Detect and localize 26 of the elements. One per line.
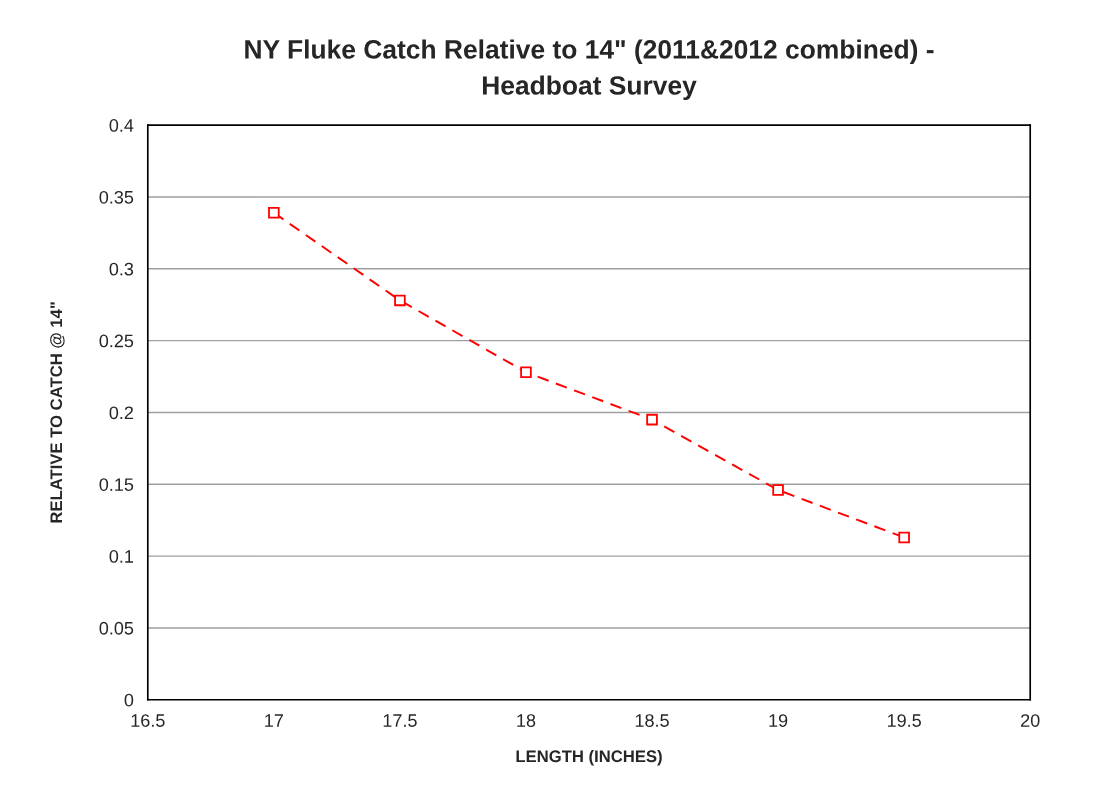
x-tick-label: 18: [517, 714, 536, 727]
x-tick-label: 19.5: [887, 714, 921, 727]
y-tick-label: 0.1: [109, 550, 134, 563]
y-tick-label: 0.05: [99, 621, 134, 635]
y-tick-label: 0.25: [99, 334, 134, 348]
y-axis-title: RELATIVE TO CATCH @ 14": [50, 302, 65, 523]
y-tick-label: 0.35: [99, 190, 134, 204]
y-tick-label: 0.4: [109, 119, 134, 132]
x-tick-label: 20: [1021, 714, 1040, 727]
x-tick-label: 17: [265, 714, 283, 727]
x-tick-label: 18.5: [635, 714, 669, 727]
x-tick-label: 16.5: [131, 714, 165, 727]
point: [268, 206, 280, 219]
point: [520, 366, 532, 378]
chart-title: NY Fluke Catch Relative to 14" (2011&2012 combined) - Headboat Survey: [245, 39, 934, 101]
x-tick-label: 19: [769, 714, 788, 727]
y-tick-label: 0: [124, 693, 134, 707]
x-tick-label: 17.5: [383, 714, 417, 727]
point: [898, 531, 910, 544]
y-tick-label: 0.2: [109, 406, 134, 420]
x-axis-title: LENGTH (INCHES): [516, 749, 662, 766]
point: [394, 294, 406, 307]
point: [646, 413, 658, 426]
point: [772, 484, 784, 496]
y-tick-label: 0.3: [109, 262, 134, 276]
y-tick-label: 0.15: [99, 478, 134, 491]
